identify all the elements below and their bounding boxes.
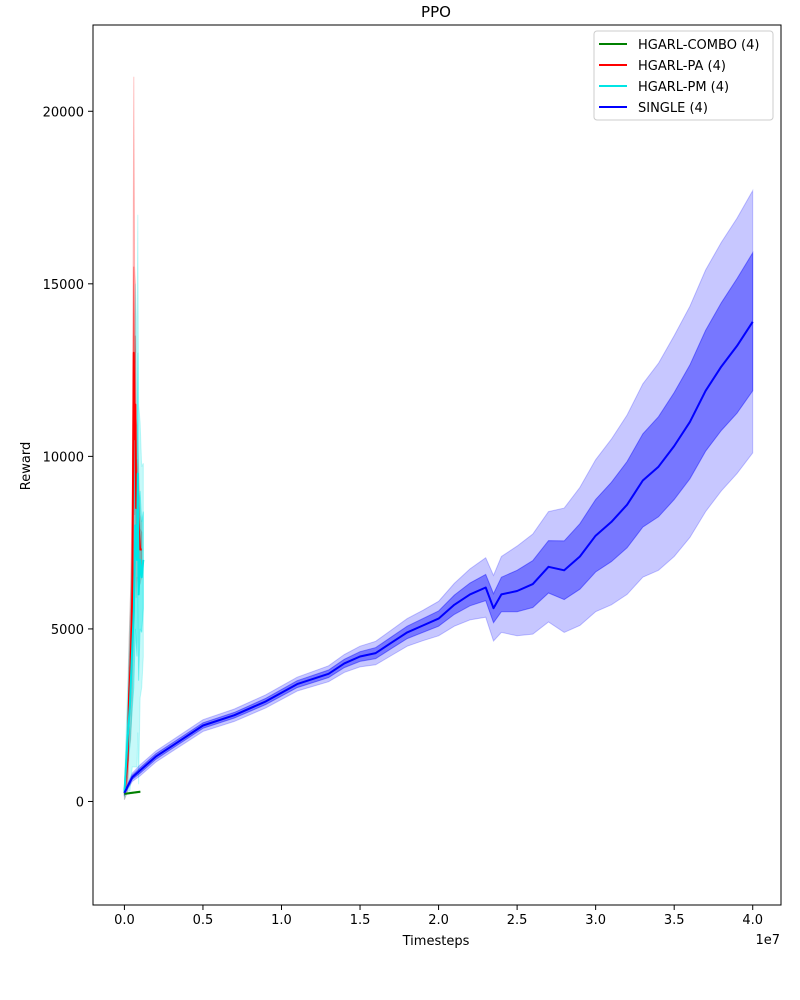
plot-frame (92, 24, 782, 906)
y-axis-ticks: 0 5000 10000 15000 20000 (43, 105, 93, 810)
x-axis-ticks: 0.0 0.5 1.0 1.5 2.0 2.5 3.0 3.5 4.0 (114, 905, 763, 928)
series-line-3 (123, 321, 754, 794)
x-tick-label: 4.0 (742, 913, 763, 928)
legend-label: HGARL-PM (4) (638, 80, 729, 95)
y-tick-label: 0 (76, 795, 84, 810)
y-tick-label: 10000 (43, 450, 84, 465)
band-band-inner-series-3 (123, 251, 754, 795)
x-offset-label: 1e7 (755, 933, 780, 948)
series-line-0 (124, 790, 141, 795)
y-tick-label: 15000 (43, 278, 84, 293)
legend-label: HGARL-PA (4) (638, 59, 726, 74)
x-axis-label: Timesteps (402, 934, 470, 949)
x-tick-label: 1.0 (271, 913, 292, 928)
series-line-2 (123, 472, 145, 793)
legend-label: HGARL-COMBO (4) (638, 38, 759, 53)
band-band-outer-series-3 (123, 188, 754, 797)
x-tick-label: 2.5 (507, 913, 528, 928)
y-tick-label: 5000 (51, 623, 84, 638)
y-axis-label: Reward (19, 442, 34, 490)
legend: HGARL-COMBO (4) HGARL-PA (4) HGARL-PM (4) S… (593, 30, 774, 121)
y-tick-label: 20000 (43, 105, 84, 120)
confidence-bands (123, 76, 754, 800)
x-tick-label: 1.5 (350, 913, 371, 928)
x-tick-label: 0.5 (193, 913, 214, 928)
x-tick-label: 2.0 (428, 913, 449, 928)
x-tick-label: 0.0 (114, 913, 135, 928)
legend-label: SINGLE (4) (638, 101, 708, 116)
legend-box (593, 30, 774, 121)
series-lines (123, 321, 754, 795)
x-tick-label: 3.0 (585, 913, 606, 928)
chart-title: PPO (421, 3, 451, 21)
x-tick-label: 3.5 (664, 913, 685, 928)
